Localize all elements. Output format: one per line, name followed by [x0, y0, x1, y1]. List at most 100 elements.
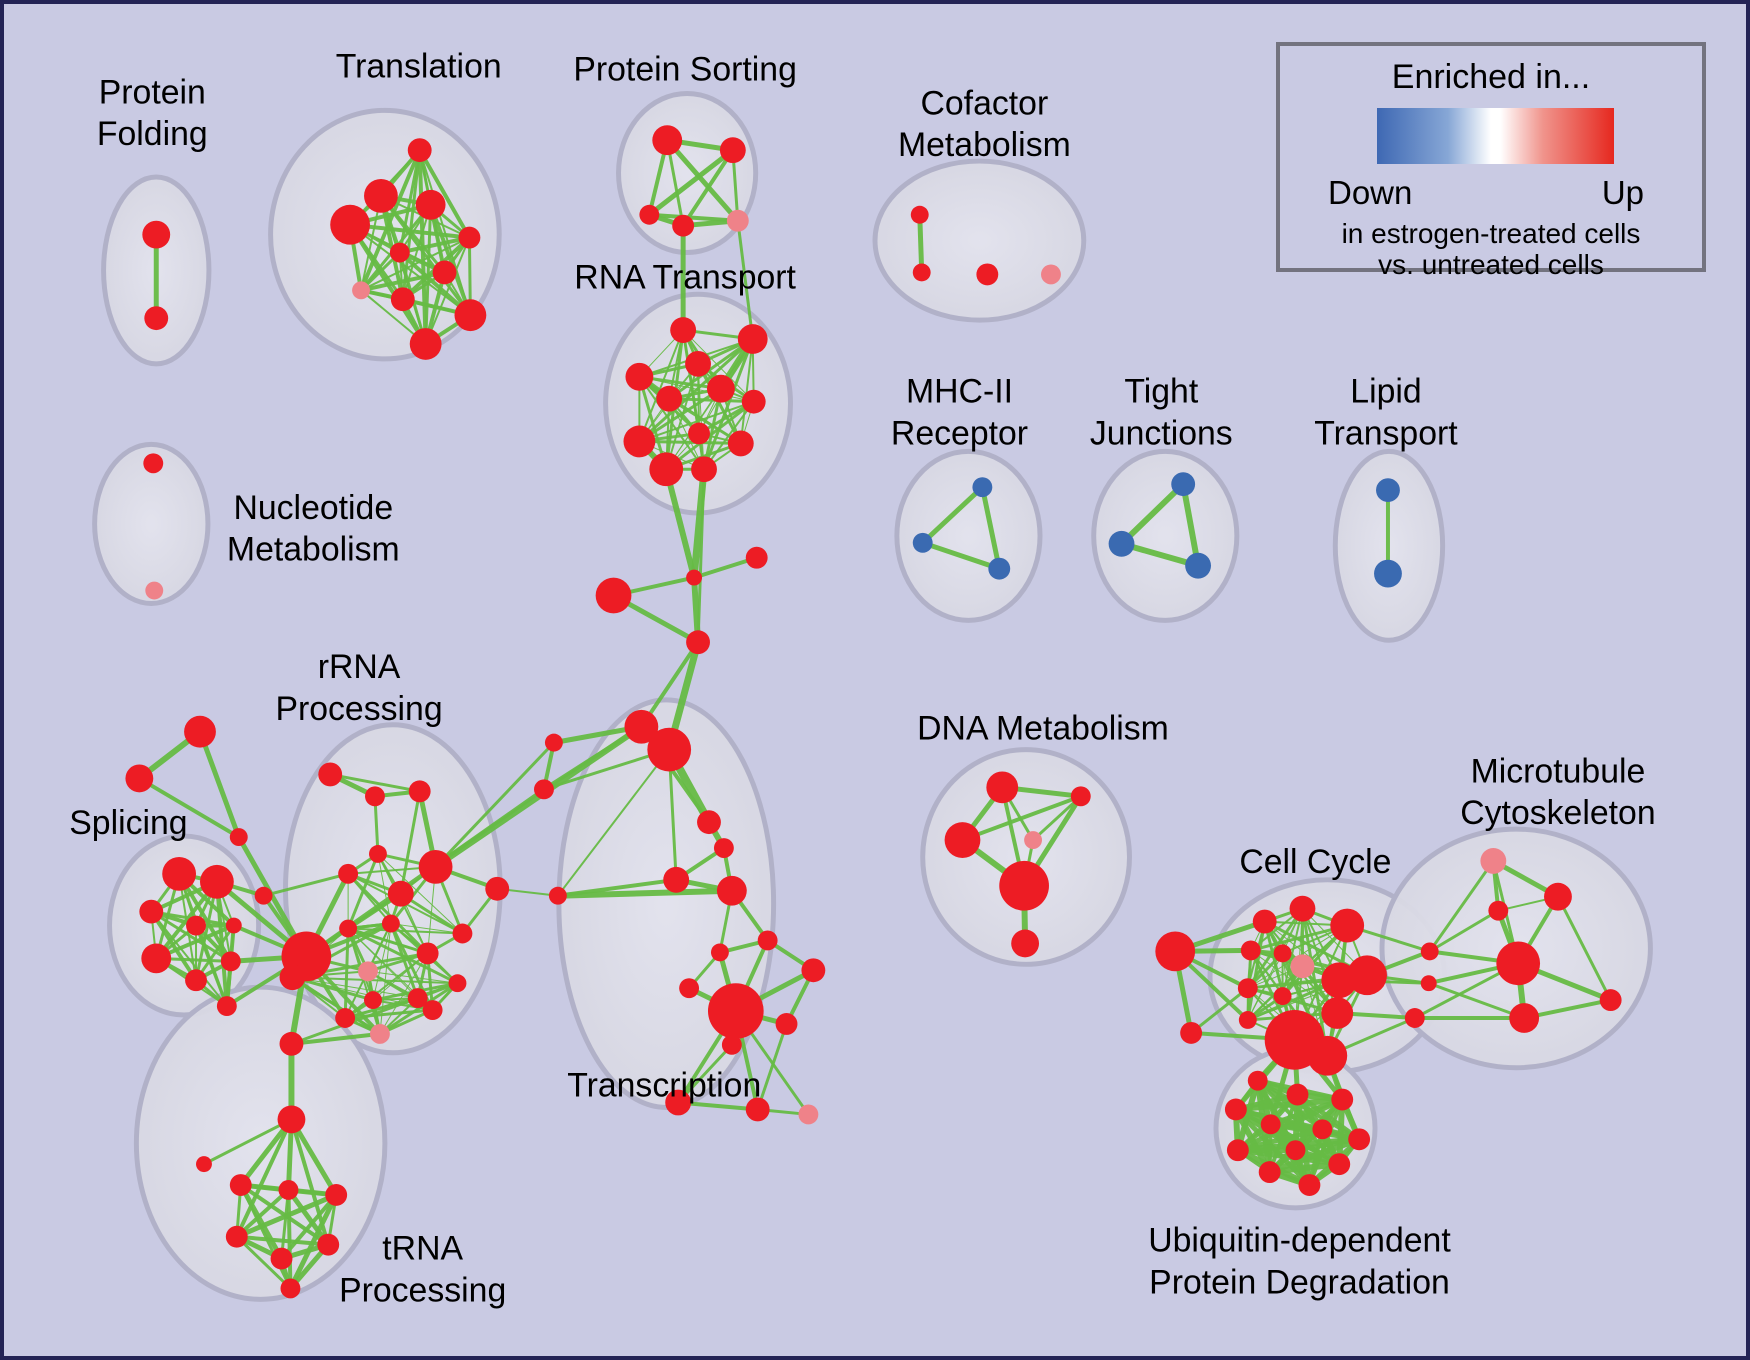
- node-tr9: [801, 958, 826, 983]
- node-r19: [364, 991, 382, 1010]
- edge: [556, 748, 671, 897]
- node-u12: [1298, 1174, 1321, 1196]
- node-cf4: [1041, 264, 1061, 285]
- edge: [920, 484, 985, 546]
- edge: [347, 927, 429, 955]
- node-mt4: [1496, 941, 1541, 986]
- node-r12: [416, 942, 439, 965]
- edge: [555, 877, 679, 898]
- node-cc2: [1289, 895, 1316, 922]
- node-tj2: [1108, 530, 1135, 557]
- edge: [346, 872, 430, 955]
- node-mt1: [1480, 848, 1507, 874]
- node-t3: [415, 189, 446, 220]
- node-u7: [1348, 1128, 1371, 1151]
- node-r1: [318, 762, 343, 787]
- edge: [554, 887, 735, 899]
- edge: [328, 772, 422, 793]
- node-st2: [125, 764, 154, 793]
- edge: [234, 1117, 294, 1239]
- node-tn6: [317, 1233, 340, 1256]
- edge: [424, 236, 471, 345]
- node-nm1: [143, 453, 164, 474]
- node-br1: [1420, 942, 1439, 961]
- cluster-ellipse-trna-processing: [133, 984, 388, 1302]
- edge: [234, 1187, 291, 1239]
- node-t1: [407, 138, 432, 163]
- node-r8: [485, 876, 510, 901]
- edge: [262, 872, 350, 898]
- node-cc11b: [1307, 1035, 1348, 1076]
- node-d1: [986, 771, 1019, 804]
- node-d5: [999, 860, 1049, 911]
- edge: [279, 1192, 339, 1261]
- node-st1: [184, 715, 216, 748]
- node-u5: [1260, 1114, 1281, 1135]
- node-cc10: [1273, 987, 1292, 1006]
- node-d6: [1011, 929, 1040, 958]
- node-s7: [185, 969, 207, 992]
- node-bl: [595, 577, 632, 614]
- node-b1: [254, 886, 273, 905]
- edge: [736, 219, 755, 341]
- cluster-label-mhc-ii-receptor: MHC-II Receptor: [891, 373, 1028, 453]
- node-ps1: [652, 125, 683, 156]
- legend-caption-line2: vs. untreated cells: [1378, 249, 1604, 280]
- edge: [343, 1008, 435, 1020]
- edge: [1427, 981, 1526, 1020]
- node-u9: [1285, 1140, 1306, 1161]
- edge: [637, 387, 723, 443]
- edge: [1180, 481, 1202, 569]
- node-u11: [1258, 1161, 1281, 1184]
- node-tr7: [679, 978, 700, 999]
- node-r10: [339, 919, 358, 938]
- node-cc5: [1273, 944, 1292, 963]
- node-tj3: [1185, 552, 1212, 579]
- cluster-ellipse-cofactor-metabolism: [872, 158, 1087, 323]
- node-r15: [448, 974, 467, 993]
- node-sl2: [534, 779, 554, 800]
- edge: [692, 555, 759, 580]
- node-cc4: [1240, 940, 1261, 961]
- node-pf1: [142, 220, 171, 249]
- node-u2: [1286, 1083, 1309, 1106]
- node-tr6: [710, 943, 729, 962]
- node-tn4: [225, 1225, 248, 1248]
- node-tr1: [697, 810, 721, 835]
- edge: [359, 270, 447, 293]
- node-u3: [1331, 1088, 1354, 1111]
- node-tr11: [721, 1034, 742, 1055]
- edge: [377, 853, 463, 934]
- edge: [235, 1235, 292, 1290]
- edge: [664, 137, 741, 224]
- node-s3: [139, 899, 164, 924]
- node-ccl: [1155, 931, 1196, 972]
- node-mt6: [1599, 989, 1622, 1012]
- edge: [1246, 920, 1267, 1022]
- node-lt2: [1374, 559, 1402, 588]
- edge: [399, 789, 422, 896]
- edge: [397, 235, 472, 255]
- edge: [638, 376, 755, 403]
- edge: [434, 741, 556, 869]
- legend-title: Enriched in...: [1391, 58, 1591, 96]
- cluster-label-protein-sorting: Protein Sorting: [573, 51, 797, 89]
- node-rt12: [691, 456, 717, 483]
- cluster-label-splicing: Splicing: [69, 804, 187, 842]
- node-rt11: [649, 452, 684, 487]
- node-rt9: [623, 425, 656, 458]
- node-br3: [1404, 1008, 1425, 1028]
- network-canvas: Protein Folding Translation Protein Sorting…: [69, 48, 1655, 1310]
- edge: [663, 466, 698, 581]
- node-hub2: [279, 964, 306, 991]
- edge: [289, 1031, 382, 1046]
- node-tr2: [713, 838, 734, 858]
- edge: [637, 439, 743, 445]
- node-r14: [407, 988, 428, 1009]
- edge: [1428, 909, 1500, 953]
- edge: [681, 148, 735, 228]
- node-rt2: [737, 324, 768, 354]
- edge: [979, 484, 1002, 572]
- edge: [367, 970, 458, 984]
